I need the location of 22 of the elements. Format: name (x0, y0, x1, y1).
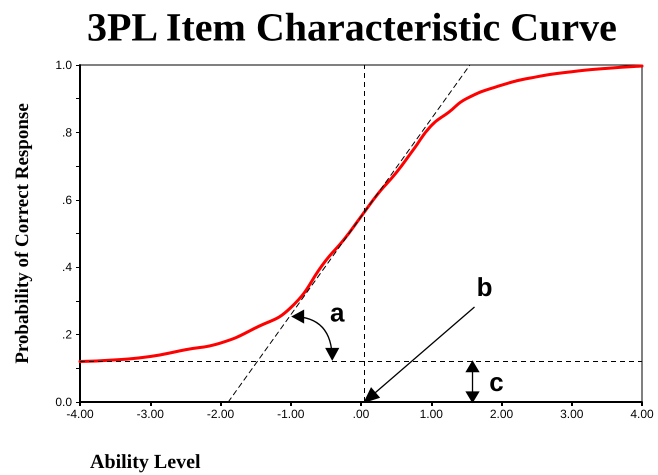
line-series (78, 64, 644, 364)
y-tick-label: 1.0 (55, 58, 72, 72)
annotation: b (476, 272, 492, 302)
x-tick-label: -2.00 (206, 407, 234, 421)
chart-title: 3PL Item Characteristic Curve (87, 4, 617, 50)
x-tick-label: 1.00 (420, 407, 444, 421)
x-tick-label: -1.00 (277, 407, 305, 421)
x-axis-title: Ability Level (90, 451, 201, 473)
x-tick-label: .00 (352, 407, 370, 421)
x-tick-label: 3.00 (560, 407, 584, 421)
y-tick-label: .4 (62, 260, 72, 274)
x-tick-label: -3.00 (136, 407, 164, 421)
x-tick-label: -4.00 (66, 407, 94, 421)
y-tick-label: .6 (62, 192, 72, 207)
x-tick-label: 4.00 (630, 407, 654, 421)
annotation: a (330, 298, 345, 328)
y-tick-label: .8 (62, 125, 72, 140)
y-tick-label: 0.0 (55, 395, 72, 409)
x-tick-label: 2.00 (490, 407, 514, 421)
annotation: c (489, 366, 504, 397)
y-axis-title: Probability of Correct Response (12, 103, 33, 364)
y-tick-label: .2 (62, 328, 72, 342)
